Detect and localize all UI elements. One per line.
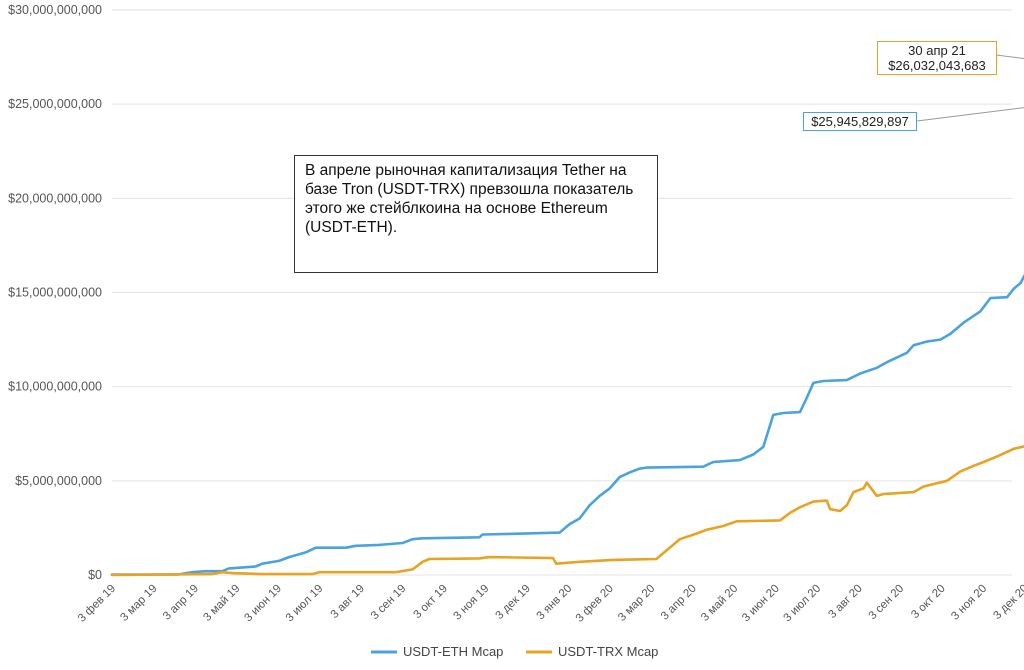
x-tick-label: 3 май 20 <box>699 583 740 624</box>
eth-leader-line <box>916 107 1024 122</box>
trx-series-line <box>110 445 1024 577</box>
x-tick-label: 3 июл 19 <box>284 583 326 625</box>
x-tick-label: 3 сен 20 <box>867 583 907 623</box>
trx-callout-value: $26,032,043,683 <box>888 58 986 73</box>
x-tick-label: 3 июл 20 <box>782 583 824 625</box>
legend-eth-label: USDT-ETH Mcap <box>403 644 503 659</box>
x-tick-label: 3 мар 19 <box>118 583 159 624</box>
annotation-box: В апреле рыночная капитализация Tether н… <box>294 155 658 273</box>
y-tick-label: $5,000,000,000 <box>15 474 102 488</box>
x-tick-label: 3 фев 19 <box>76 583 118 625</box>
grid-lines <box>112 9 1012 576</box>
series-lines <box>110 273 1024 577</box>
y-tick-label: $15,000,000,000 <box>8 286 102 300</box>
x-tick-label: 3 апр 20 <box>659 583 699 623</box>
y-tick-label: $0 <box>88 568 102 582</box>
y-tick-label: $25,000,000,000 <box>8 97 102 111</box>
x-tick-label: 3 июн 19 <box>242 583 284 625</box>
trx-leader-line <box>995 54 1024 59</box>
legend-trx-label: USDT-TRX Mcap <box>558 644 658 659</box>
x-tick-label: 3 окт 19 <box>412 583 450 621</box>
x-tick-label: 3 ноя 20 <box>949 583 989 623</box>
x-tick-label: 3 ноя 19 <box>451 583 491 623</box>
y-tick-label: $20,000,000,000 <box>8 191 102 205</box>
legend: USDT-ETH Mcap USDT-TRX Mcap <box>371 644 658 659</box>
trx-callout: 30 апр 21 $26,032,043,683 <box>877 41 997 75</box>
x-tick-label: 3 июн 20 <box>740 583 782 625</box>
x-tick-label: 3 дек 19 <box>494 583 533 622</box>
x-tick-label: 3 дек 20 <box>991 583 1024 622</box>
trx-callout-date: 30 апр 21 <box>908 43 966 58</box>
callout-leaders <box>916 54 1024 122</box>
x-tick-label: 3 авг 19 <box>329 583 367 621</box>
x-tick-label: 3 май 19 <box>201 583 242 624</box>
y-tick-label: $30,000,000,000 <box>8 3 102 17</box>
annotation-text: В апреле рыночная капитализация Tether н… <box>305 162 634 236</box>
eth-series-line <box>110 273 1024 576</box>
y-axis-ticks: $0 $5,000,000,000 $10,000,000,000 $15,000,0… <box>8 3 102 582</box>
y-tick-label: $10,000,000,000 <box>8 380 102 394</box>
eth-callout-value: $25,945,829,897 <box>811 114 909 129</box>
x-tick-label: 3 апр 19 <box>161 583 201 623</box>
x-tick-label: 3 сен 19 <box>369 583 409 623</box>
x-tick-label: 3 фев 20 <box>574 583 616 625</box>
x-axis-ticks: 3 фев 19 3 мар 19 3 апр 19 3 май 19 3 июн 19… <box>76 583 1024 625</box>
x-tick-label: 3 мар 20 <box>616 583 657 624</box>
x-tick-label: 3 авг 20 <box>826 583 864 621</box>
x-tick-label: 3 янв 20 <box>535 583 575 623</box>
eth-callout: $25,945,829,897 <box>803 112 917 131</box>
x-tick-label: 3 окт 20 <box>909 583 947 621</box>
